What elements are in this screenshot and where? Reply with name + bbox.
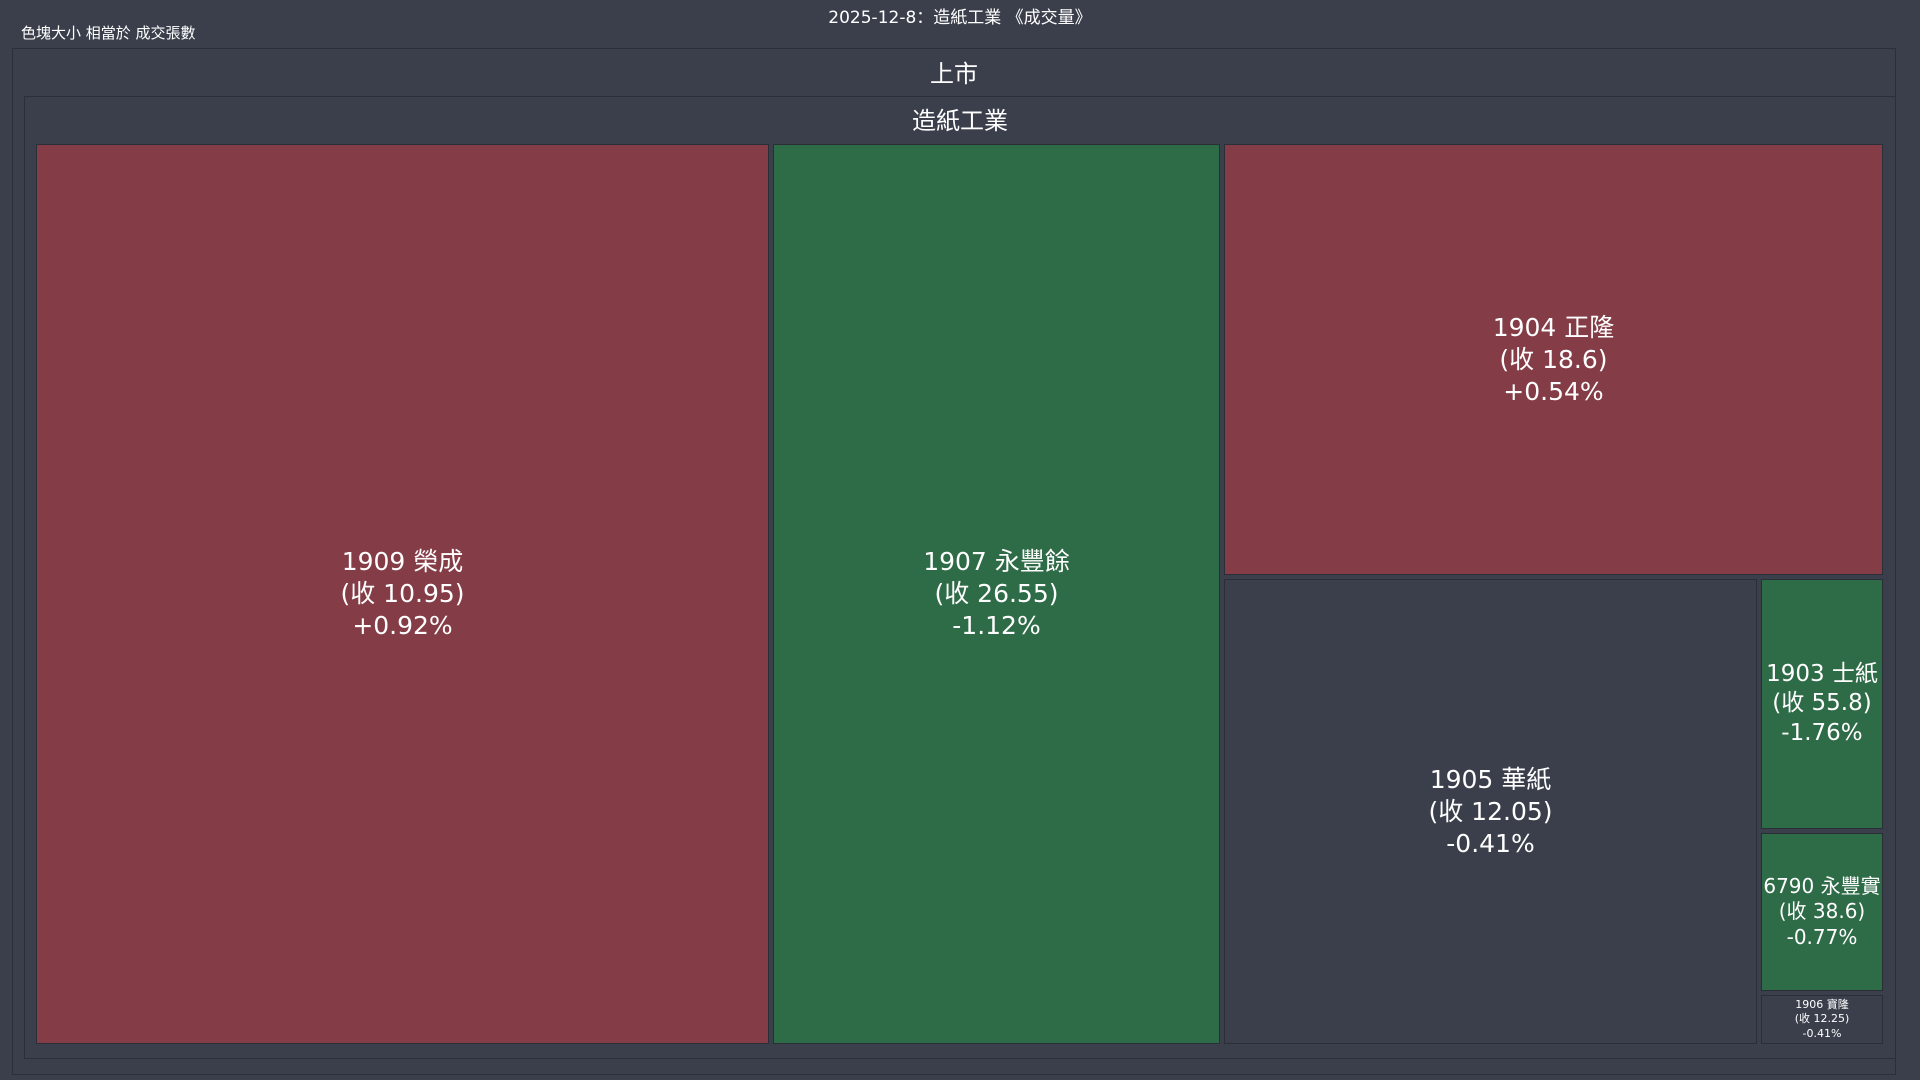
treemap-tile-1906[interactable]: 1906 寶隆 (收 12.25) -0.41% bbox=[1761, 995, 1883, 1044]
tile-stock-label: 1907 永豐餘 bbox=[923, 547, 1070, 576]
size-legend-note: 色塊大小 相當於 成交張數 bbox=[21, 24, 196, 42]
tile-stock-label: 1906 寶隆 bbox=[1795, 998, 1849, 1012]
treemap-sector-label: 造紙工業 bbox=[912, 107, 1008, 135]
treemap-tile-1905[interactable]: 1905 華紙 (收 12.05) -0.41% bbox=[1224, 579, 1757, 1044]
treemap-root-label: 上市 bbox=[930, 60, 978, 88]
tile-close-price: (收 38.6) bbox=[1778, 899, 1866, 924]
treemap-tile-1907[interactable]: 1907 永豐餘 (收 26.55) -1.12% bbox=[773, 144, 1220, 1044]
treemap-tile-1903[interactable]: 1903 士紙 (收 55.8) -1.76% bbox=[1761, 579, 1883, 829]
treemap-tile-6790[interactable]: 6790 永豐實 (收 38.6) -0.77% bbox=[1761, 833, 1883, 991]
tile-change-pct: -0.77% bbox=[1786, 924, 1858, 949]
tile-stock-label: 6790 永豐實 bbox=[1763, 873, 1881, 898]
tile-stock-label: 1909 榮成 bbox=[341, 547, 464, 576]
tile-stock-label: 1904 正隆 bbox=[1492, 312, 1615, 342]
tile-change-pct: +0.54% bbox=[1503, 376, 1604, 406]
tile-change-pct: -0.41% bbox=[1446, 828, 1535, 858]
tile-close-price: (收 55.8) bbox=[1772, 690, 1872, 717]
tile-close-price: (收 26.55) bbox=[934, 579, 1059, 608]
tile-change-pct: -0.41% bbox=[1802, 1026, 1842, 1040]
tile-close-price: (收 12.25) bbox=[1794, 1012, 1850, 1026]
tile-change-pct: -1.76% bbox=[1781, 719, 1863, 746]
tile-change-pct: +0.92% bbox=[352, 611, 453, 640]
tile-close-price: (收 12.05) bbox=[1428, 796, 1553, 826]
treemap-tile-1909[interactable]: 1909 榮成 (收 10.95) +0.92% bbox=[36, 144, 769, 1044]
chart-title: 2025-12-8：造紙工業 《成交量》 bbox=[828, 8, 1092, 28]
tile-close-price: (收 10.95) bbox=[340, 579, 465, 608]
treemap-tile-1904[interactable]: 1904 正隆 (收 18.6) +0.54% bbox=[1224, 144, 1883, 575]
tile-change-pct: -1.12% bbox=[952, 611, 1041, 640]
tile-close-price: (收 18.6) bbox=[1499, 344, 1608, 374]
tile-stock-label: 1903 士紙 bbox=[1766, 660, 1878, 687]
tile-stock-label: 1905 華紙 bbox=[1429, 764, 1552, 794]
